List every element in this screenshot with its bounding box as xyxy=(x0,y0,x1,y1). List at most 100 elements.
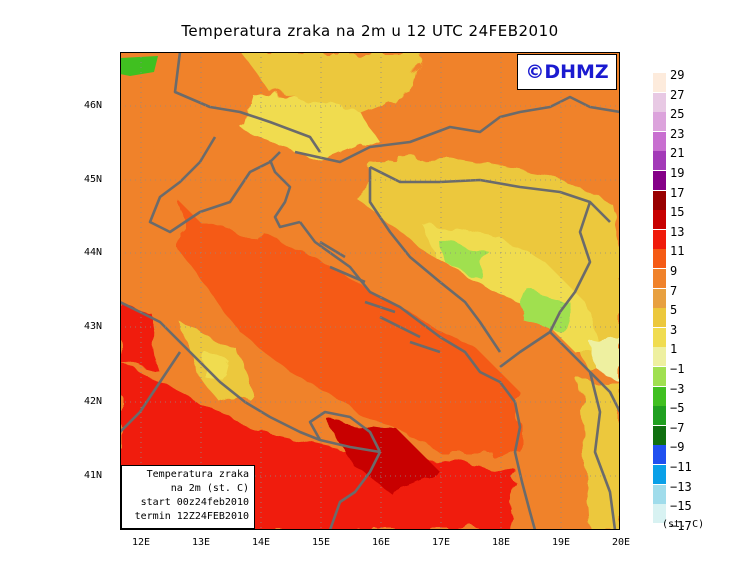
legend-swatch xyxy=(653,308,666,328)
legend-label: −9 xyxy=(670,440,685,455)
legend-swatch xyxy=(653,465,666,484)
legend-swatch xyxy=(653,327,666,347)
bosnia-west-border xyxy=(368,167,502,353)
lon-label: 16E xyxy=(371,537,391,548)
legend-unit: (st. C) xyxy=(662,519,705,530)
legend-label: −15 xyxy=(670,499,692,514)
legend-label: 13 xyxy=(670,224,685,239)
hottest-field xyxy=(330,422,440,492)
alps-cold-patch xyxy=(120,56,158,76)
island-2 xyxy=(329,265,366,284)
dalmatian-coast xyxy=(298,221,517,403)
legend-swatch xyxy=(653,171,666,190)
legend-label: 19 xyxy=(670,166,685,180)
legend-label: 5 xyxy=(670,303,678,318)
albania-coast xyxy=(513,401,537,530)
italy-south-coast xyxy=(328,451,382,530)
legend-label: −17 xyxy=(670,518,692,533)
legend-label: 23 xyxy=(670,126,685,141)
legend-label: −3 xyxy=(670,381,685,396)
legend-label: 11 xyxy=(670,244,685,259)
legend-label: 1 xyxy=(670,342,678,357)
legend-label: 29 xyxy=(670,68,685,82)
lon-label: 18E xyxy=(491,537,511,548)
legend-swatch xyxy=(653,484,666,504)
montenegro-cold-field xyxy=(520,292,570,332)
legend-label: 7 xyxy=(670,283,678,298)
lon-label: 13E xyxy=(191,537,211,548)
legend-label: 17 xyxy=(670,185,685,200)
legend-swatch xyxy=(653,73,666,92)
lat-label: 45N xyxy=(84,174,103,185)
info-line-2: na 2m (st. C) xyxy=(170,483,249,494)
lon-label: 14E xyxy=(251,537,271,548)
legend-label: 3 xyxy=(670,322,678,337)
legend-label: −1 xyxy=(670,362,685,376)
lon-label: 15E xyxy=(311,537,331,548)
istria-coast xyxy=(148,136,281,234)
info-box: Temperatura zraka na 2m (st. C) start 00… xyxy=(121,465,255,529)
italy-west-coast xyxy=(120,351,182,433)
coastlines-borders xyxy=(120,52,620,530)
legend-swatch xyxy=(653,523,666,543)
legend-swatch xyxy=(653,249,666,269)
legend-label: −11 xyxy=(670,460,692,474)
legend-swatch xyxy=(653,92,666,112)
legend-swatch xyxy=(653,445,666,465)
legend-swatch xyxy=(653,347,666,367)
slovenia-mild-field xyxy=(240,92,380,162)
legend-label: 25 xyxy=(670,107,685,122)
legend-label: 21 xyxy=(670,146,685,161)
info-line-4: termin 12Z24FEB2010 xyxy=(134,511,249,522)
legend-swatch xyxy=(653,269,666,288)
lat-label: 42N xyxy=(84,396,103,407)
legend-swatch xyxy=(653,425,666,445)
italy-east-hot-field xyxy=(120,302,160,372)
lat-label: 44N xyxy=(84,247,103,258)
legend-label: −5 xyxy=(670,401,685,416)
alps-cool-field xyxy=(240,52,420,112)
info-line-3: start 00z24feb2010 xyxy=(140,497,249,508)
info-line-1: Temperatura zraka xyxy=(146,469,249,480)
albania-cold-field xyxy=(590,337,620,382)
legend-swatch xyxy=(653,151,666,171)
legend-swatch xyxy=(653,190,666,210)
legend-swatch xyxy=(653,386,666,406)
legend-swatch xyxy=(653,112,666,132)
legend-label: −7 xyxy=(670,420,685,435)
legend-swatch xyxy=(653,131,666,151)
legend-label: 27 xyxy=(670,87,685,102)
lat-label: 41N xyxy=(84,470,103,481)
lat-label: 43N xyxy=(84,321,103,332)
legend-swatch xyxy=(653,367,666,386)
istria-peninsula xyxy=(268,159,301,229)
legend-label: 9 xyxy=(670,264,678,278)
legend-swatch xyxy=(653,229,666,249)
italy-mild-field xyxy=(120,282,250,442)
southeast-coast-field xyxy=(510,382,590,530)
legend-label: 15 xyxy=(670,205,685,220)
bosnia-coldest-field xyxy=(440,242,490,277)
bosnia-east-border xyxy=(499,201,592,369)
legend-swatch xyxy=(653,504,666,524)
bosnia-north-border xyxy=(369,165,611,223)
lon-label: 12E xyxy=(131,537,151,548)
gargano xyxy=(308,410,382,453)
albania-east-border xyxy=(588,371,617,530)
north-adriatic-field xyxy=(150,132,290,242)
island-5 xyxy=(364,300,396,314)
lon-label: 19E xyxy=(551,537,571,548)
north-italy-border xyxy=(173,52,322,153)
lat-label: 46N xyxy=(84,100,103,111)
legend-swatch xyxy=(653,210,666,230)
graticule xyxy=(120,52,620,530)
map-frame xyxy=(120,52,620,530)
italy-adriatic-coast xyxy=(120,300,381,454)
island-1 xyxy=(319,240,346,259)
legend-label: −13 xyxy=(670,479,692,494)
lon-label: 20E xyxy=(611,537,631,548)
croatia-inland-border xyxy=(294,95,620,164)
temperature-map xyxy=(120,52,620,530)
legend-swatch xyxy=(653,288,666,308)
legend-swatch xyxy=(653,406,666,426)
